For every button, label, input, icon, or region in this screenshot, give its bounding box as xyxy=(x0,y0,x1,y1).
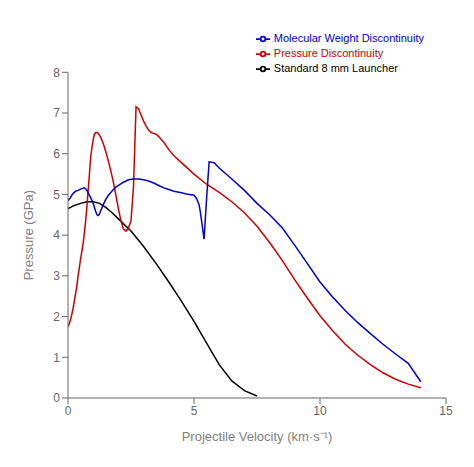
html-text:Molecular Weight Discontinuity: Molecular Weight Discontinuity xyxy=(273,32,424,44)
svg-text:6: 6 xyxy=(53,147,60,161)
svg-text:0: 0 xyxy=(65,404,72,418)
html-text:Pressure Discontinuity: Pressure Discontinuity xyxy=(273,47,384,60)
svg-text:7: 7 xyxy=(53,106,60,120)
svg-text:Projectile Velocity (km·s⁻¹): Projectile Velocity (km·s⁻¹) xyxy=(182,429,333,444)
svg-text:4: 4 xyxy=(53,228,60,242)
svg-text:2: 2 xyxy=(53,310,60,324)
svg-text:15: 15 xyxy=(439,404,453,418)
svg-text:5: 5 xyxy=(191,404,198,418)
svg-text:10: 10 xyxy=(313,404,327,418)
svg-text:8: 8 xyxy=(53,66,60,80)
html-text:Standard 8 mm Launcher: Standard 8 mm Launcher xyxy=(273,62,398,75)
svg-text:3: 3 xyxy=(53,269,60,283)
svg-text:Pressure (GPa): Pressure (GPa) xyxy=(21,190,36,280)
svg-text:0: 0 xyxy=(53,391,60,405)
svg-text:1: 1 xyxy=(53,351,60,365)
svg-text:5: 5 xyxy=(53,188,60,202)
